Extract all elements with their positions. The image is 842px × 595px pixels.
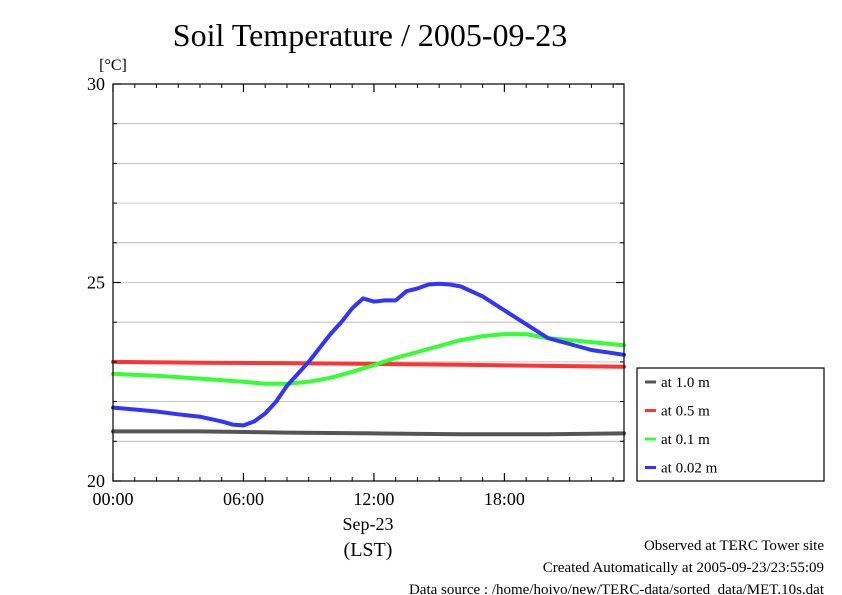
legend-label-0: at 1.0 m bbox=[661, 375, 710, 391]
x-axis-label: (LST) bbox=[344, 539, 393, 561]
series-line-2 bbox=[111, 332, 626, 386]
footer-created: Created Automatically at 2005-09-23/23:5… bbox=[543, 560, 824, 576]
legend-label-1: at 0.5 m bbox=[661, 404, 710, 420]
y-tick-label: 30 bbox=[87, 74, 105, 94]
legend-label-3: at 0.02 m bbox=[661, 461, 718, 477]
legend: at 1.0 m at 0.5 m at 0.1 m at 0.02 m bbox=[636, 367, 825, 482]
legend-box bbox=[636, 367, 825, 482]
y-tick-label: 20 bbox=[87, 471, 105, 491]
x-tick-label: 12:00 bbox=[353, 489, 394, 509]
x-axis-date: Sep-23 bbox=[343, 514, 394, 534]
series-line-3 bbox=[111, 281, 626, 428]
axis-ticks: 20 25 30 00:00 06:00 12:00 18:00 bbox=[87, 74, 624, 509]
y-tick-label: 25 bbox=[87, 273, 105, 293]
legend-label-2: at 0.1 m bbox=[661, 432, 710, 448]
gridlines bbox=[113, 123, 624, 442]
x-tick-label: 06:00 bbox=[223, 489, 264, 509]
footer-source: Data source : /home/hoivo/new/TERC-data/… bbox=[409, 582, 825, 595]
series-layer bbox=[111, 281, 626, 437]
y-axis-unit: [°C] bbox=[99, 57, 127, 74]
x-tick-label: 00:00 bbox=[92, 489, 133, 509]
series-line-0 bbox=[111, 429, 626, 437]
x-tick-label: 18:00 bbox=[484, 489, 525, 509]
chart-title: Soil Temperature / 2005-09-23 bbox=[173, 17, 567, 53]
footer-site: Observed at TERC Tower site bbox=[644, 538, 824, 554]
